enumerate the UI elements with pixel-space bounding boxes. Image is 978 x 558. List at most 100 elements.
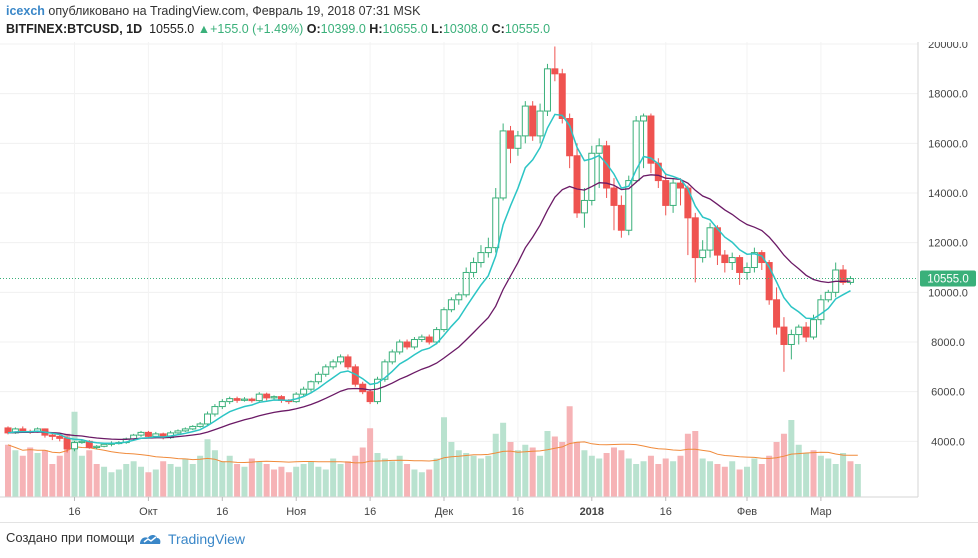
volume-bar (5, 444, 11, 497)
candle-body (322, 366, 330, 375)
price-change: +155.0 (+1.49%) (210, 22, 304, 36)
volume-bar (729, 461, 736, 497)
volume-bar (123, 464, 130, 497)
candle-body (381, 361, 389, 380)
candle-body (462, 271, 470, 296)
candle-body (374, 378, 381, 403)
candle-body (19, 428, 27, 432)
candle-body (514, 135, 522, 149)
y-tick-label: 18000.0 (928, 89, 968, 101)
volume-bar (211, 450, 218, 497)
volume-bar (197, 455, 204, 497)
volume-bar (640, 461, 647, 497)
volume-bar (551, 436, 558, 497)
tradingview-link[interactable]: TradingView (138, 529, 245, 549)
volume-bar (574, 442, 581, 497)
volume-bar (721, 466, 728, 497)
volume-bar (426, 469, 433, 497)
candle-body (433, 329, 441, 343)
candle-body (676, 182, 684, 189)
volume-bar (152, 469, 159, 497)
candle-body (218, 401, 226, 408)
volume-bars (5, 406, 861, 497)
candle-body (240, 398, 248, 401)
volume-bar (93, 464, 100, 497)
price-label-box (920, 270, 976, 287)
y-tick-label: 20000.0 (928, 42, 968, 51)
volume-bar (596, 458, 603, 497)
volume-bar (115, 469, 122, 497)
candle-body (647, 115, 655, 164)
candle-body (152, 433, 160, 437)
volume-bar (322, 469, 329, 497)
x-axis[interactable]: 16 Окт 16 Ноя 16 Дек 16 2018 16 Фев Мар (68, 497, 832, 518)
candle-body (196, 423, 204, 427)
x-tick-label: Фев (737, 506, 757, 518)
candle-body (366, 391, 374, 403)
candle-body (100, 443, 108, 447)
candle-body (447, 299, 455, 311)
candle-body (270, 396, 278, 399)
volume-bar (219, 461, 226, 497)
y-tick-label: 16000.0 (928, 138, 968, 150)
volume-bar (241, 466, 248, 497)
candle-body (300, 388, 308, 395)
candle-body (580, 199, 588, 214)
volume-bar (707, 461, 714, 497)
volume-bar (529, 447, 536, 497)
volume-ma-line (7, 441, 858, 464)
y-tick-label: 4000.0 (931, 436, 965, 448)
symbol-info: BITFINEX:BTCUSD, 1D 10555.0 ▲+155.0 (+1.… (6, 22, 550, 36)
volume-bar (256, 461, 263, 497)
price-chart[interactable]: 20000.0 18000.0 16000.0 14000.0 12000.0 10000… (0, 39, 978, 522)
author-link[interactable]: icexch (6, 4, 45, 18)
chart-canvas[interactable]: 20000.0 18000.0 16000.0 14000.0 12000.0 10000… (0, 39, 978, 522)
open-label: O: (306, 22, 321, 36)
x-tick-label: 16 (660, 506, 672, 518)
volume-bar (751, 458, 758, 497)
candle-body (226, 398, 234, 403)
volume-bar (736, 469, 743, 497)
candle-body (839, 269, 847, 283)
tradingview-brand: TradingView (168, 531, 246, 547)
candle-body (418, 336, 426, 341)
volume-bar (101, 466, 108, 497)
volume-bar (618, 450, 625, 497)
y-axis[interactable]: 20000.0 18000.0 16000.0 14000.0 12000.0 10000… (928, 39, 968, 448)
volume-bar (108, 472, 115, 497)
volume-bar (699, 458, 706, 497)
low-value: 10308.0 (442, 22, 489, 36)
volume-bar (780, 433, 787, 497)
volume-bar (840, 453, 847, 497)
volume-bar (234, 464, 241, 497)
volume-bar (603, 453, 610, 497)
candle-body (558, 73, 566, 119)
candle-body (662, 180, 670, 206)
volume-bar (374, 453, 381, 497)
candle-body (507, 130, 515, 149)
candle-body (71, 442, 79, 450)
candle-body (750, 252, 758, 269)
volume-bar (455, 450, 462, 497)
candle-body (455, 294, 463, 301)
volume-bar (463, 453, 470, 497)
chart-header: icexch опубликовано на TradingView.com, … (0, 0, 978, 42)
volume-bar (795, 444, 802, 497)
candle-body (640, 115, 648, 122)
volume-bar (64, 433, 71, 497)
volume-bar (610, 447, 617, 497)
volume-bar (522, 444, 529, 497)
plot-area (0, 42, 918, 497)
open-value: 10399.0 (320, 22, 366, 36)
candle-body (337, 356, 345, 363)
candle-body (410, 339, 418, 348)
candle-body (669, 182, 677, 206)
candle-body (699, 249, 707, 259)
volume-bar (71, 411, 78, 497)
volume-bar (49, 464, 56, 497)
x-tick-label: Окт (139, 506, 158, 518)
volume-bar (285, 472, 292, 497)
volume-bar (404, 464, 411, 497)
volume-bar (337, 464, 344, 497)
volume-bar (744, 466, 750, 497)
